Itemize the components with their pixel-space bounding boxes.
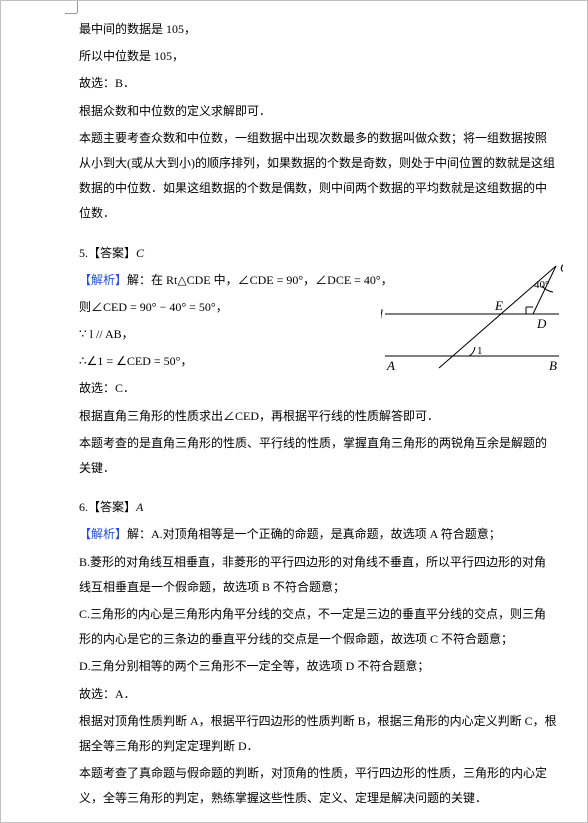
q6-line-5: 故选：A． <box>79 682 557 707</box>
svg-text:40°: 40° <box>534 279 549 291</box>
q6-line-4: D.三角分别相等的两个三角形不一定全等，故选项 D 不符合题意； <box>79 654 557 679</box>
svg-text:A: A <box>386 358 395 373</box>
page-content: 最中间的数据是 105， 所以中位数是 105， 故选：B． 根据众数和中位数的… <box>79 17 557 802</box>
q5-line-7: 本题考查的是直角三角形的性质、平行线的性质，掌握直角三角形的两锐角互余是解题的关… <box>79 431 557 481</box>
intro-line-5: 本题主要考查众数和中位数，一组数据中出现次数最多的数据叫做众数；将一组数据按照从… <box>79 126 557 227</box>
q5-head-letter: C <box>136 246 144 260</box>
q5-figure-wrap: 【解析】解：在 Rt△CDE 中，∠CDE = 90°，∠DCE = 40°， … <box>79 268 557 402</box>
q5-geometry-diagram: l A B C D E 1 40° <box>381 262 563 392</box>
intro-line-1: 最中间的数据是 105， <box>79 17 557 42</box>
svg-text:l: l <box>381 306 383 321</box>
svg-text:D: D <box>536 316 547 331</box>
q6-line-1-rest: 解：A.对顶角相等是一个正确的命题，是真命题，故选项 A 符合题意； <box>127 527 501 541</box>
q6-answer-heading: 6.【答案】A <box>79 495 557 520</box>
q6-line-2: B.菱形的对角线互相垂直，非菱形的平行四边形的对角线不垂直，所以平行四边形的对角… <box>79 550 557 600</box>
q6-line-3: C.三角形的内心是三角形内角平分线的交点，不一定是三边的垂直平分线的交点，则三角… <box>79 602 557 652</box>
svg-text:1: 1 <box>477 345 483 357</box>
q6-line-6: 根据对顶角性质判断 A，根据平行四边形的性质判断 B，根据三角形的内心定义判断 … <box>79 709 557 759</box>
q6-line-1: 【解析】解：A.对顶角相等是一个正确的命题，是真命题，故选项 A 符合题意； <box>79 522 557 547</box>
svg-text:E: E <box>494 298 503 313</box>
q5-jiexi-label: 【解析】 <box>79 273 127 287</box>
q5-line-1-rest: 解：在 Rt△CDE 中，∠CDE = 90°，∠DCE = 40°， <box>127 273 393 287</box>
intro-line-4: 根据众数和中位数的定义求解即可． <box>79 99 557 124</box>
q6-head-letter: A <box>136 500 143 514</box>
q5-line-6: 根据直角三角形的性质求出∠CED，再根据平行线的性质解答即可． <box>79 404 557 429</box>
q6-head-prefix: 6.【答案】 <box>79 500 136 514</box>
svg-text:C: C <box>560 262 563 275</box>
intro-line-3: 故选：B． <box>79 71 557 96</box>
q6-jiexi-label: 【解析】 <box>79 527 127 541</box>
q5-head-prefix: 5.【答案】 <box>79 246 136 260</box>
q6-line-7: 本题考查了真命题与假命题的判断，对顶角的性质，平行四边形的性质，三角形的内心定义… <box>79 761 557 811</box>
svg-text:B: B <box>549 358 557 373</box>
intro-line-2: 所以中位数是 105， <box>79 44 557 69</box>
